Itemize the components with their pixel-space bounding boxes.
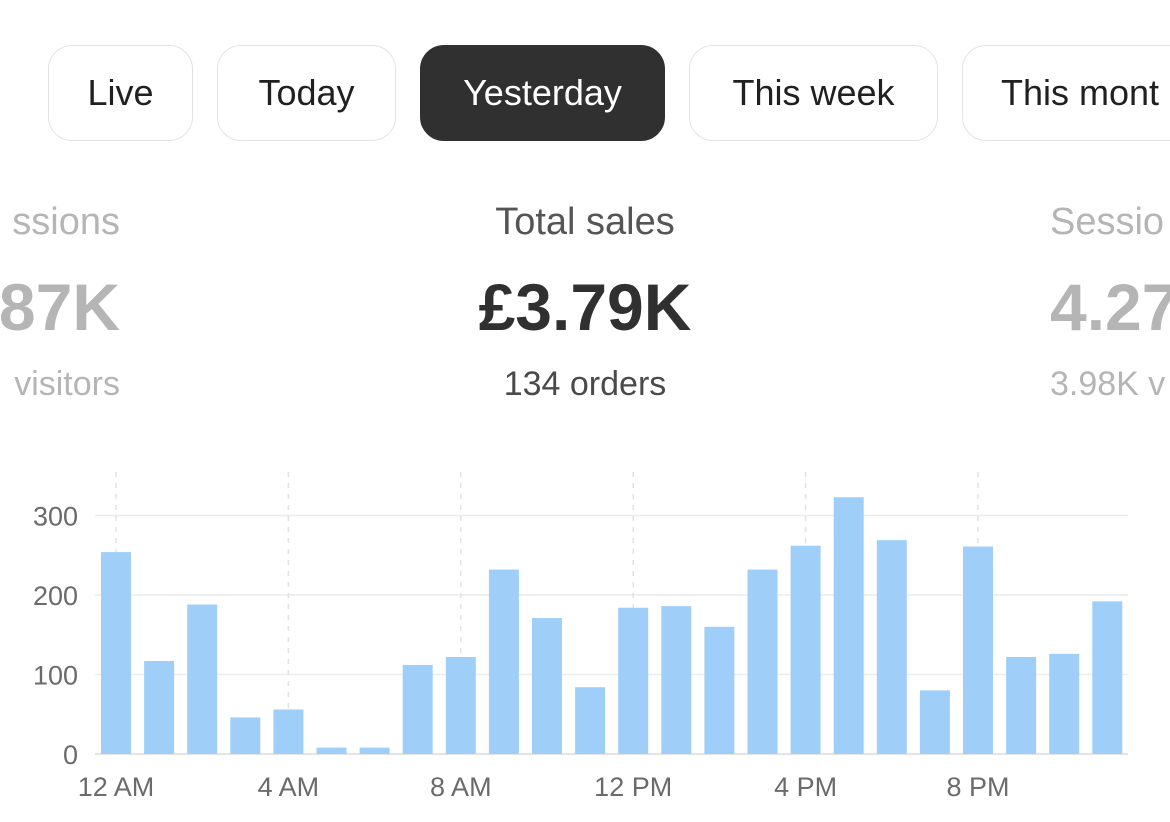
y-tick-label: 0 xyxy=(63,740,78,770)
metric-value: 87K xyxy=(0,270,120,344)
tab-live[interactable]: Live xyxy=(48,45,193,141)
tab-this-month[interactable]: This mont xyxy=(962,45,1170,141)
metric-label: Total sales xyxy=(495,201,675,243)
bar-2-pm xyxy=(704,626,735,754)
sales-bar-chart: 300 200 100 012 AM 4 AM 8 AM 12 PM 4 PM 8 PM xyxy=(33,472,1128,802)
bar-8-pm xyxy=(963,546,993,754)
metric-label: ssions xyxy=(12,201,120,243)
x-tick-label: 8 PM xyxy=(946,772,1009,802)
y-tick-label: 200 xyxy=(33,581,78,611)
bar-7-am xyxy=(402,664,433,754)
x-tick-label: 12 AM xyxy=(78,772,155,802)
metric-subtext: 134 orders xyxy=(503,365,667,403)
bar-4-am xyxy=(273,709,304,754)
x-tick-label: 8 AM xyxy=(430,772,492,802)
bar-8-am xyxy=(445,657,476,754)
bar-11-pm xyxy=(1092,601,1123,754)
bar-6-pm xyxy=(876,540,907,754)
bar-11-am xyxy=(575,687,606,754)
bar-4-pm xyxy=(790,545,821,754)
bar-1-am xyxy=(144,660,175,754)
x-tick-label: 4 PM xyxy=(774,772,837,802)
metric-label: Sessio xyxy=(1050,201,1165,243)
tab-this-week[interactable]: This week xyxy=(689,45,938,141)
bar-12-am xyxy=(101,552,131,754)
bar-10-pm xyxy=(1049,653,1080,754)
metric-card-total-sales[interactable]: Total sales £3.79K 134 orders xyxy=(375,190,795,414)
metric-value: £3.79K xyxy=(478,270,692,344)
bar-5-pm xyxy=(833,497,864,754)
metric-value: 4.27 xyxy=(1050,270,1170,344)
metric-card-sessions-next[interactable]: Sessio 4.27 3.98K v xyxy=(1050,190,1170,414)
x-tick-label: 12 PM xyxy=(594,772,672,802)
bar-1-pm xyxy=(661,606,692,754)
bar-3-am xyxy=(230,717,261,754)
bar-12-pm xyxy=(618,607,649,754)
metric-subtext: visitors xyxy=(14,365,120,403)
metric-card-sessions-previous[interactable]: ssions 87K visitors xyxy=(0,190,120,414)
bar-9-am xyxy=(488,569,519,754)
metric-subtext: 3.98K v xyxy=(1050,365,1166,403)
bar-2-am xyxy=(187,604,218,754)
tab-today[interactable]: Today xyxy=(217,45,396,141)
date-range-tabs: Live Today Yesterday This week This mont xyxy=(0,0,1170,150)
y-tick-label: 300 xyxy=(33,502,78,532)
y-tick-label: 100 xyxy=(33,661,78,691)
tab-yesterday[interactable]: Yesterday xyxy=(420,45,665,141)
x-tick-label: 4 AM xyxy=(258,772,320,802)
bar-10-am xyxy=(532,618,562,754)
bar-5-am xyxy=(316,747,347,754)
bar-3-pm xyxy=(747,569,778,754)
bar-7-pm xyxy=(919,690,950,754)
bar-9-pm xyxy=(1006,657,1037,754)
bar-6-am xyxy=(359,747,390,754)
